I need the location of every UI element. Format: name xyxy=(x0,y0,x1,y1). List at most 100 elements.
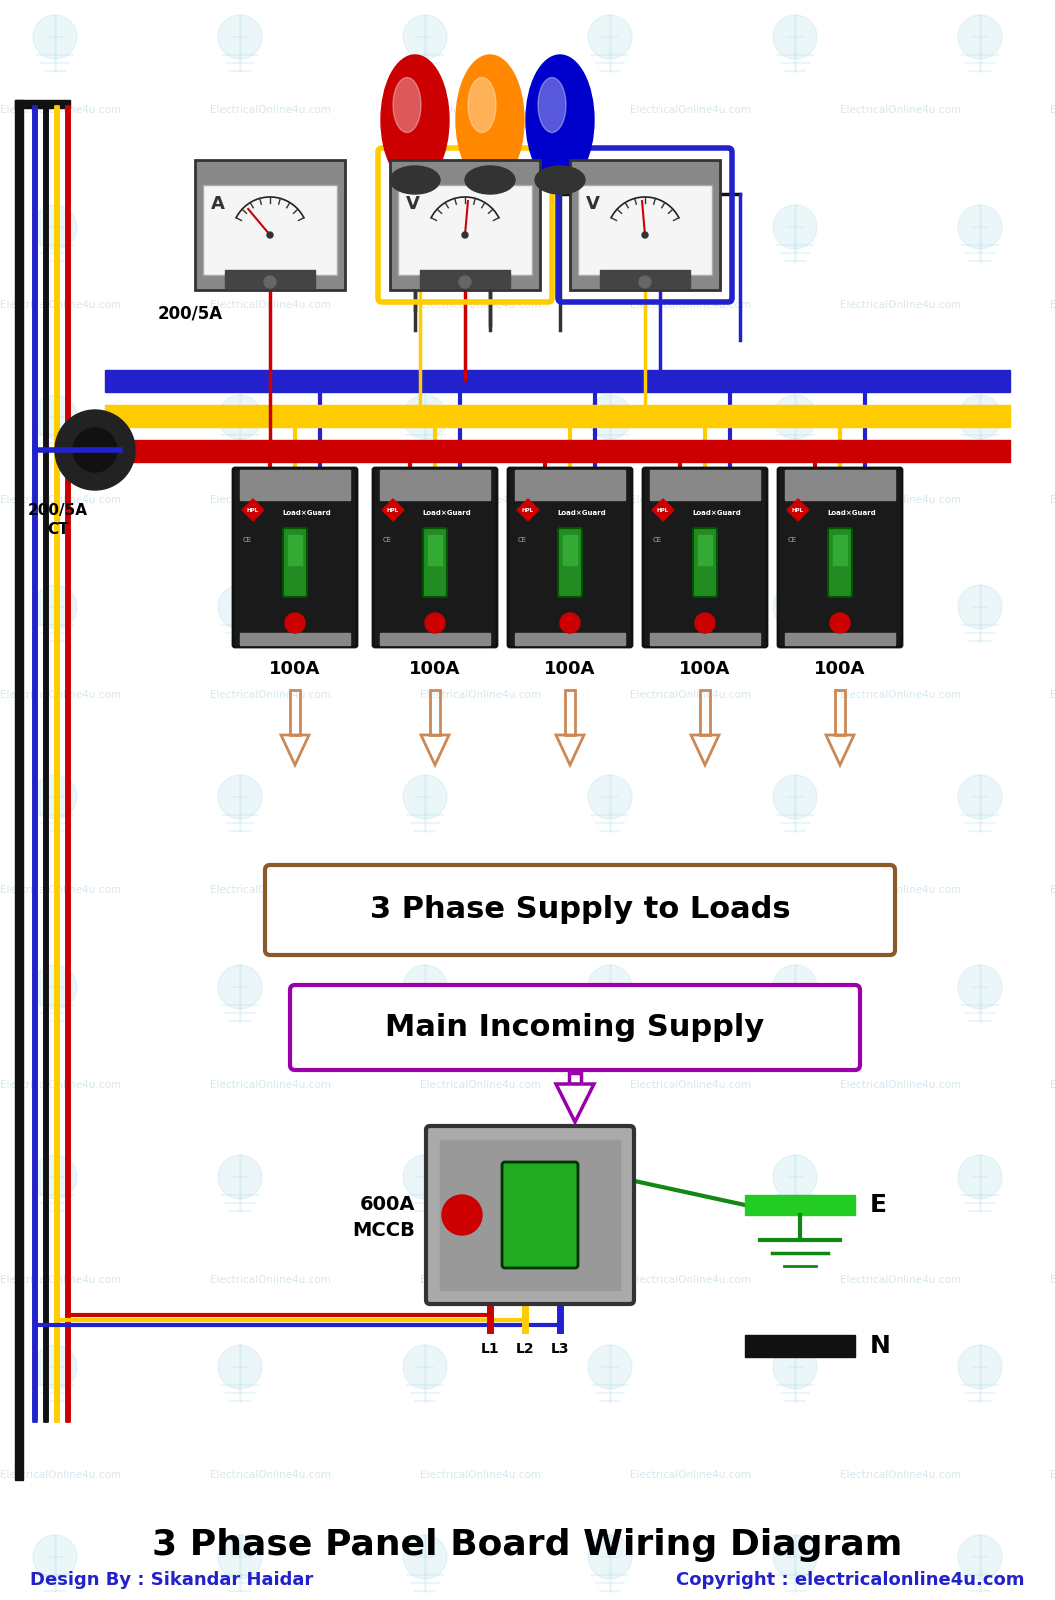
Bar xyxy=(515,634,625,645)
Circle shape xyxy=(403,965,447,1010)
Text: ElectricalOnline4u.com: ElectricalOnline4u.com xyxy=(210,885,331,894)
Text: ElectricalOnline4u.com: ElectricalOnline4u.com xyxy=(630,690,751,701)
Circle shape xyxy=(459,275,471,288)
Polygon shape xyxy=(787,499,809,522)
Text: ElectricalOnline4u.com: ElectricalOnline4u.com xyxy=(210,1275,331,1285)
Bar xyxy=(835,690,845,734)
Text: ElectricalOnline4u.com: ElectricalOnline4u.com xyxy=(1050,494,1055,506)
Text: ElectricalOnline4u.com: ElectricalOnline4u.com xyxy=(840,1470,961,1480)
Text: ElectricalOnline4u.com: ElectricalOnline4u.com xyxy=(840,690,961,701)
Circle shape xyxy=(55,410,135,490)
Text: MCCB: MCCB xyxy=(352,1221,415,1240)
Text: Load×Guard: Load×Guard xyxy=(693,510,742,515)
Circle shape xyxy=(958,586,1002,629)
Circle shape xyxy=(958,774,1002,819)
Text: ElectricalOnline4u.com: ElectricalOnline4u.com xyxy=(840,1275,961,1285)
FancyBboxPatch shape xyxy=(778,467,902,646)
Polygon shape xyxy=(517,499,539,522)
Circle shape xyxy=(218,395,262,438)
Bar xyxy=(380,470,490,499)
Text: Copyright : electricalonline4u.com: Copyright : electricalonline4u.com xyxy=(676,1571,1025,1589)
Circle shape xyxy=(218,205,262,250)
Text: ElectricalOnline4u.com: ElectricalOnline4u.com xyxy=(1050,1080,1055,1090)
Circle shape xyxy=(588,14,632,59)
Circle shape xyxy=(33,1346,77,1389)
Text: ElectricalOnline4u.com: ElectricalOnline4u.com xyxy=(1050,1470,1055,1480)
Text: ElectricalOnline4u.com: ElectricalOnline4u.com xyxy=(210,301,331,310)
Circle shape xyxy=(403,586,447,629)
Polygon shape xyxy=(242,499,264,522)
FancyBboxPatch shape xyxy=(290,986,860,1070)
Circle shape xyxy=(773,774,817,819)
FancyBboxPatch shape xyxy=(509,467,632,646)
Text: ElectricalOnline4u.com: ElectricalOnline4u.com xyxy=(0,301,121,310)
Text: L1: L1 xyxy=(481,1342,499,1357)
Circle shape xyxy=(958,205,1002,250)
Circle shape xyxy=(588,1346,632,1389)
Bar xyxy=(600,270,690,288)
Ellipse shape xyxy=(381,54,449,186)
Text: 100A: 100A xyxy=(544,659,596,678)
Circle shape xyxy=(695,613,715,634)
Text: ElectricalOnline4u.com: ElectricalOnline4u.com xyxy=(630,106,751,115)
Text: ElectricalOnline4u.com: ElectricalOnline4u.com xyxy=(1050,1275,1055,1285)
Text: ElectricalOnline4u.com: ElectricalOnline4u.com xyxy=(1050,106,1055,115)
Bar xyxy=(428,534,442,565)
Text: ElectricalOnline4u.com: ElectricalOnline4u.com xyxy=(0,1275,121,1285)
Text: 100A: 100A xyxy=(269,659,321,678)
Circle shape xyxy=(588,1155,632,1198)
Bar xyxy=(430,690,440,734)
FancyBboxPatch shape xyxy=(195,160,345,290)
Text: ElectricalOnline4u.com: ElectricalOnline4u.com xyxy=(210,1470,331,1480)
Text: ElectricalOnline4u.com: ElectricalOnline4u.com xyxy=(420,301,541,310)
Circle shape xyxy=(218,1346,262,1389)
Circle shape xyxy=(33,14,77,59)
Bar xyxy=(15,99,23,1480)
Text: HPL: HPL xyxy=(387,507,399,512)
Circle shape xyxy=(33,1155,77,1198)
Bar xyxy=(239,634,350,645)
Circle shape xyxy=(588,205,632,250)
Circle shape xyxy=(588,774,632,819)
Text: ElectricalOnline4u.com: ElectricalOnline4u.com xyxy=(840,885,961,894)
Text: ElectricalOnline4u.com: ElectricalOnline4u.com xyxy=(210,106,331,115)
Bar xyxy=(440,1139,620,1290)
Bar xyxy=(698,534,712,565)
Text: ElectricalOnline4u.com: ElectricalOnline4u.com xyxy=(420,1080,541,1090)
Text: ElectricalOnline4u.com: ElectricalOnline4u.com xyxy=(210,1080,331,1090)
Circle shape xyxy=(33,774,77,819)
FancyBboxPatch shape xyxy=(502,1162,578,1267)
FancyBboxPatch shape xyxy=(283,528,307,597)
Ellipse shape xyxy=(538,77,565,133)
Circle shape xyxy=(588,395,632,438)
Circle shape xyxy=(773,586,817,629)
FancyBboxPatch shape xyxy=(558,528,582,597)
FancyBboxPatch shape xyxy=(265,866,895,955)
Text: ElectricalOnline4u.com: ElectricalOnline4u.com xyxy=(420,1275,541,1285)
Text: ElectricalOnline4u.com: ElectricalOnline4u.com xyxy=(840,301,961,310)
Text: ElectricalOnline4u.com: ElectricalOnline4u.com xyxy=(420,885,541,894)
Text: V: V xyxy=(406,195,420,213)
Circle shape xyxy=(285,613,305,634)
Text: HPL: HPL xyxy=(657,507,669,512)
Text: ElectricalOnline4u.com: ElectricalOnline4u.com xyxy=(630,301,751,310)
Ellipse shape xyxy=(465,166,515,194)
Text: Main Incoming Supply: Main Incoming Supply xyxy=(385,1013,765,1042)
Text: 200/5A: 200/5A xyxy=(157,306,223,323)
Polygon shape xyxy=(652,499,674,522)
Text: ElectricalOnline4u.com: ElectricalOnline4u.com xyxy=(630,1275,751,1285)
Text: 100A: 100A xyxy=(814,659,866,678)
Circle shape xyxy=(73,427,117,472)
Circle shape xyxy=(33,395,77,438)
Ellipse shape xyxy=(526,54,594,186)
Bar xyxy=(239,470,350,499)
Circle shape xyxy=(773,1534,817,1579)
Circle shape xyxy=(403,774,447,819)
Text: Load×Guard: Load×Guard xyxy=(558,510,607,515)
FancyBboxPatch shape xyxy=(693,528,717,597)
Text: ElectricalOnline4u.com: ElectricalOnline4u.com xyxy=(1050,885,1055,894)
Text: ElectricalOnline4u.com: ElectricalOnline4u.com xyxy=(0,1470,121,1480)
Circle shape xyxy=(425,613,445,634)
FancyBboxPatch shape xyxy=(398,186,532,275)
Text: ElectricalOnline4u.com: ElectricalOnline4u.com xyxy=(840,106,961,115)
